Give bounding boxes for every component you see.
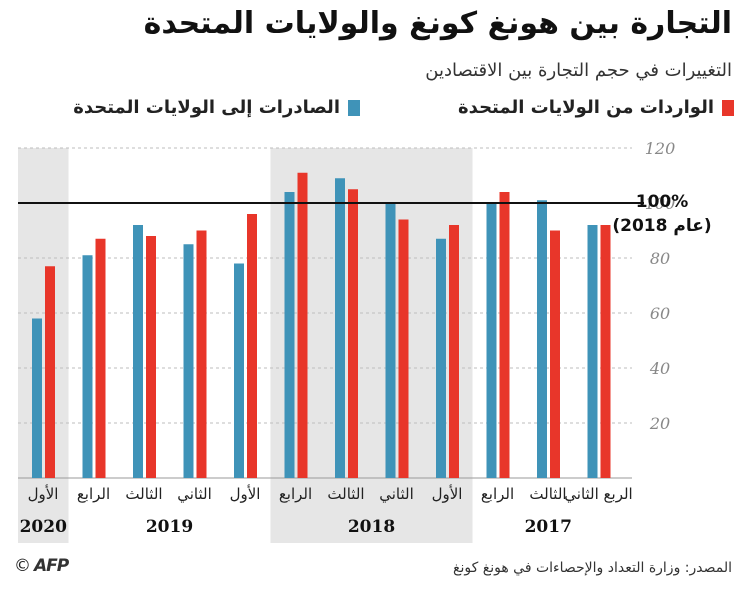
bar-exports-5: [284, 192, 295, 478]
y-tick-label: 20: [649, 414, 670, 433]
x-tick-label: الرابع: [481, 485, 514, 503]
year-label-2017: 2017: [525, 517, 572, 537]
bar-imports-4: [247, 214, 257, 478]
bar-exports-4: [234, 263, 244, 478]
bar-imports-0: [45, 266, 55, 478]
legend-item-imports: الواردات من الولايات المتحدة: [458, 97, 734, 118]
bar-imports-3: [196, 230, 207, 478]
bar-imports-8: [449, 225, 459, 478]
bar-exports-8: [436, 238, 446, 478]
chart-subtitle: التغييرات في حجم التجارة بين الاقتصادين: [425, 60, 732, 81]
x-tick-label: الربع الثاني: [564, 485, 632, 504]
bar-imports-6: [348, 189, 358, 478]
x-tick-label: الثالث: [125, 485, 162, 503]
bar-imports-7: [398, 219, 409, 478]
y-tick-label: 100: [645, 194, 676, 213]
x-tick-label: الأول: [230, 484, 261, 503]
bar-exports-7: [385, 203, 396, 478]
year-label-2018: 2018: [348, 517, 395, 537]
bar-imports-10: [550, 230, 560, 478]
afp-logo: © AFP: [14, 556, 69, 576]
bar-exports-6: [335, 178, 345, 478]
bar-exports-0: [32, 318, 42, 478]
year-label-2020: 2020: [20, 517, 67, 537]
x-tick-label: الرابع: [279, 485, 312, 503]
legend-swatch-exports: [348, 99, 360, 116]
legend-label-imports: الواردات من الولايات المتحدة: [458, 97, 714, 118]
reference-value-label: 100%: [635, 192, 689, 212]
source-note: المصدر: وزارة التعداد والإحصاءات في هونغ…: [453, 560, 732, 576]
x-tick-label: الرابع: [77, 485, 110, 503]
x-tick-label: الثالث: [327, 485, 364, 503]
bar-exports-3: [183, 244, 194, 478]
afp-logo-text: AFP: [34, 556, 69, 576]
legend-item-exports: الصادرات إلى الولايات المتحدة: [73, 97, 360, 118]
bar-imports-9: [499, 192, 510, 478]
y-tick-label: 60: [650, 304, 670, 323]
x-tick-label: الأول: [28, 484, 59, 503]
y-tick-label: 120: [645, 139, 676, 158]
copyright-icon: ©: [14, 556, 31, 576]
reference-line-label: 100% (عام 2018): [612, 190, 712, 238]
y-tick-label: 40: [649, 359, 670, 378]
bar-imports-5: [297, 172, 308, 478]
bar-imports-1: [95, 238, 106, 478]
bar-imports-2: [146, 236, 156, 478]
x-tick-label: الثاني: [379, 485, 414, 504]
x-tick-label: الثالث: [529, 485, 566, 503]
bar-exports-10: [537, 200, 547, 478]
legend-swatch-imports: [722, 99, 734, 116]
legend-label-exports: الصادرات إلى الولايات المتحدة: [73, 97, 340, 118]
bar-exports-2: [133, 225, 143, 478]
year-label-2019: 2019: [146, 517, 193, 537]
x-tick-label: الثاني: [177, 485, 212, 504]
y-tick-label: 80: [650, 249, 670, 268]
bar-imports-11: [600, 225, 611, 478]
bar-exports-1: [82, 255, 93, 478]
reference-year-label: (عام 2018): [612, 216, 712, 236]
year-band-2020: [18, 148, 69, 543]
bar-exports-11: [587, 225, 598, 478]
bar-exports-9: [486, 203, 497, 478]
chart-title: التجارة بين هونغ كونغ والولايات المتحدة: [143, 6, 732, 41]
x-tick-label: الأول: [432, 484, 463, 503]
